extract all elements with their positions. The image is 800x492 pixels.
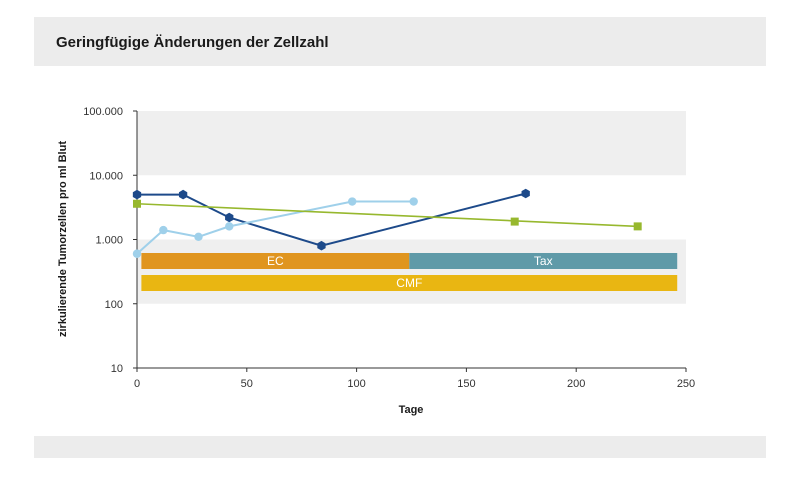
data-point-green bbox=[633, 222, 642, 231]
y-tick-label: 100.000 bbox=[83, 106, 123, 118]
data-point-light_blue bbox=[225, 222, 234, 231]
treatment-bar-label-tax: Tax bbox=[534, 254, 553, 268]
chart-header: Geringfügige Änderungen der Zellzahl bbox=[34, 17, 766, 66]
y-tick-label: 10 bbox=[111, 363, 123, 375]
series-line-light_blue bbox=[136, 200, 414, 255]
shaded-band-1 bbox=[137, 111, 686, 176]
chart-footer bbox=[34, 436, 766, 458]
y-axis-title: zirkulierende Tumorzellen pro ml Blut bbox=[57, 141, 69, 337]
data-point-light_blue bbox=[194, 232, 203, 242]
x-tick-label: 250 bbox=[677, 378, 695, 390]
chart-title: Geringfügige Änderungen der Zellzahl bbox=[56, 34, 329, 51]
treatment-bar-tax bbox=[409, 253, 678, 269]
x-axis-title: Tage bbox=[399, 404, 424, 416]
shaded-band-0 bbox=[137, 239, 686, 304]
data-point-light_blue bbox=[348, 197, 357, 206]
x-tick-label: 150 bbox=[457, 378, 475, 390]
data-point-light_blue bbox=[132, 249, 142, 258]
data-point-dark_blue bbox=[317, 240, 326, 251]
data-point-dark_blue bbox=[132, 189, 142, 200]
data-point-dark_blue bbox=[178, 189, 188, 200]
data-point-green bbox=[133, 199, 141, 208]
data-point-dark_blue bbox=[521, 188, 530, 199]
y-tick-label: 10.000 bbox=[89, 170, 123, 182]
data-point-dark_blue bbox=[225, 212, 234, 223]
x-tick-label: 100 bbox=[347, 378, 365, 390]
y-tick-label: 1.000 bbox=[95, 235, 123, 247]
data-point-light_blue bbox=[409, 197, 418, 206]
x-tick-label: 50 bbox=[241, 378, 253, 390]
treatment-bar-label-cmf: CMF bbox=[396, 276, 422, 290]
data-point-light_blue bbox=[159, 225, 168, 235]
treatment-bar-ec bbox=[141, 253, 410, 269]
data-point-green bbox=[510, 217, 519, 226]
x-tick-label: 200 bbox=[567, 378, 585, 390]
y-tick-label: 100 bbox=[105, 299, 123, 311]
x-tick-label: 0 bbox=[134, 378, 140, 390]
series-line-green bbox=[136, 202, 640, 228]
treatment-bar-cmf bbox=[141, 275, 678, 291]
treatment-bar-label-ec: EC bbox=[267, 254, 284, 268]
